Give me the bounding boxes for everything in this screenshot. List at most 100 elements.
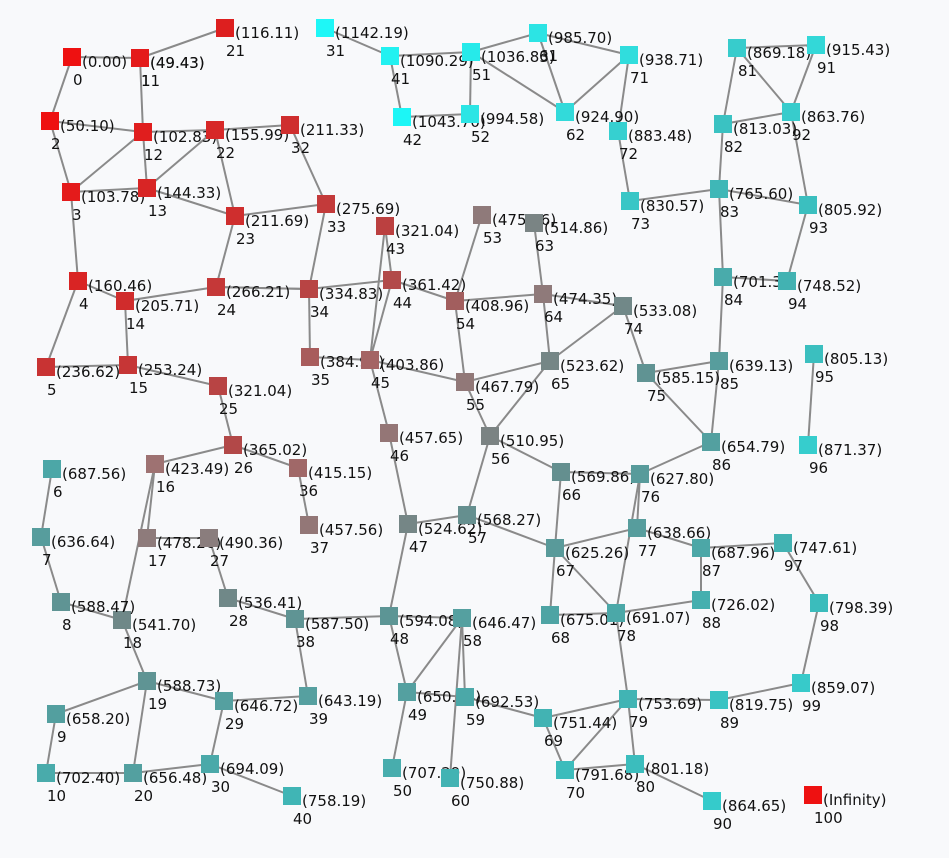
node-square[interactable] bbox=[631, 465, 649, 483]
node-square[interactable] bbox=[799, 196, 817, 214]
graph-node-66[interactable]: (569.86)66 bbox=[552, 463, 635, 504]
node-square[interactable] bbox=[146, 455, 164, 473]
node-square[interactable] bbox=[609, 122, 627, 140]
node-square[interactable] bbox=[316, 19, 334, 37]
node-square[interactable] bbox=[376, 217, 394, 235]
graph-node-15[interactable]: (253.24)15 bbox=[119, 356, 202, 397]
graph-node-56[interactable]: (510.95)56 bbox=[481, 427, 564, 468]
graph-node-67[interactable]: (625.26)67 bbox=[546, 539, 629, 580]
node-square[interactable] bbox=[626, 755, 644, 773]
node-square[interactable] bbox=[462, 43, 480, 61]
node-square[interactable] bbox=[41, 112, 59, 130]
graph-node-2[interactable]: (50.10)2 bbox=[41, 112, 115, 153]
graph-node-92[interactable]: (863.76)92 bbox=[782, 103, 865, 144]
graph-node-42[interactable]: (1043.70)42 bbox=[393, 108, 486, 149]
node-square[interactable] bbox=[219, 589, 237, 607]
node-square[interactable] bbox=[620, 46, 638, 64]
node-square[interactable] bbox=[124, 764, 142, 782]
graph-node-85[interactable]: (639.13)85 bbox=[710, 352, 793, 393]
node-square[interactable] bbox=[534, 709, 552, 727]
graph-node-26[interactable]: (365.02)26 bbox=[224, 436, 307, 477]
graph-node-31[interactable]: (1142.19)31 bbox=[316, 19, 409, 60]
node-square[interactable] bbox=[692, 591, 710, 609]
node-square[interactable] bbox=[619, 690, 637, 708]
node-square[interactable] bbox=[131, 49, 149, 67]
node-square[interactable] bbox=[47, 705, 65, 723]
node-square[interactable] bbox=[138, 672, 156, 690]
node-square[interactable] bbox=[458, 506, 476, 524]
node-square[interactable] bbox=[534, 285, 552, 303]
node-square[interactable] bbox=[525, 214, 543, 232]
node-square[interactable] bbox=[286, 610, 304, 628]
node-square[interactable] bbox=[453, 609, 471, 627]
node-square[interactable] bbox=[810, 594, 828, 612]
node-square[interactable] bbox=[52, 593, 70, 611]
node-square[interactable] bbox=[702, 433, 720, 451]
node-square[interactable] bbox=[481, 427, 499, 445]
graph-node-63[interactable]: (514.86)63 bbox=[525, 214, 608, 255]
graph-node-38[interactable]: (587.50)38 bbox=[286, 610, 369, 651]
graph-node-34[interactable]: (334.83)34 bbox=[300, 280, 383, 321]
graph-node-59[interactable]: (692.53)59 bbox=[456, 688, 539, 729]
graph-node-3[interactable]: (103.78)3 bbox=[62, 183, 145, 224]
node-square[interactable] bbox=[441, 769, 459, 787]
node-square[interactable] bbox=[281, 116, 299, 134]
graph-node-54[interactable]: (408.96)54 bbox=[446, 292, 529, 333]
node-square[interactable] bbox=[119, 356, 137, 374]
node-square[interactable] bbox=[209, 377, 227, 395]
node-square[interactable] bbox=[529, 24, 547, 42]
node-square[interactable] bbox=[299, 687, 317, 705]
node-square[interactable] bbox=[607, 604, 625, 622]
graph-node-9[interactable]: (658.20)9 bbox=[47, 705, 130, 746]
graph-node-28[interactable]: (536.41)28 bbox=[219, 589, 302, 630]
graph-node-77[interactable]: (638.66)77 bbox=[628, 519, 711, 560]
node-square[interactable] bbox=[383, 271, 401, 289]
node-square[interactable] bbox=[778, 272, 796, 290]
node-square[interactable] bbox=[32, 528, 50, 546]
node-square[interactable] bbox=[456, 373, 474, 391]
node-square[interactable] bbox=[361, 351, 379, 369]
graph-node-74[interactable]: (533.08)74 bbox=[614, 297, 697, 338]
node-square[interactable] bbox=[703, 792, 721, 810]
graph-node-11[interactable]: (49.43)11 bbox=[131, 49, 205, 90]
graph-node-72[interactable]: (883.48)72 bbox=[609, 122, 692, 163]
graph-node-75[interactable]: (585.15)75 bbox=[637, 364, 720, 405]
graph-node-5[interactable]: (236.62)5 bbox=[37, 358, 120, 399]
node-square[interactable] bbox=[473, 206, 491, 224]
node-square[interactable] bbox=[728, 39, 746, 57]
graph-node-91[interactable]: (915.43)91 bbox=[807, 36, 890, 77]
node-square[interactable] bbox=[692, 539, 710, 557]
graph-node-45[interactable]: (403.86)45 bbox=[361, 351, 444, 392]
node-square[interactable] bbox=[37, 764, 55, 782]
node-square[interactable] bbox=[804, 786, 822, 804]
node-square[interactable] bbox=[799, 436, 817, 454]
node-square[interactable] bbox=[805, 345, 823, 363]
graph-node-62[interactable]: (924.90)62 bbox=[556, 103, 639, 144]
graph-node-80[interactable]: (801.18)80 bbox=[626, 755, 709, 796]
graph-node-18[interactable]: (541.70)18 bbox=[113, 611, 196, 652]
node-square[interactable] bbox=[774, 534, 792, 552]
graph-node-93[interactable]: (805.92)93 bbox=[799, 196, 882, 237]
node-square[interactable] bbox=[614, 297, 632, 315]
graph-node-79[interactable]: (753.69)79 bbox=[619, 690, 702, 731]
graph-node-40[interactable]: (758.19)40 bbox=[283, 787, 366, 828]
graph-node-13[interactable]: (144.33)13 bbox=[138, 179, 221, 220]
graph-node-24[interactable]: (266.21)24 bbox=[207, 278, 290, 319]
node-square[interactable] bbox=[637, 364, 655, 382]
graph-node-21[interactable]: (116.11)21 bbox=[216, 19, 299, 60]
graph-node-47[interactable]: (524.62)47 bbox=[399, 515, 482, 556]
graph-node-78[interactable]: (691.07)78 bbox=[607, 604, 690, 645]
node-square[interactable] bbox=[380, 607, 398, 625]
graph-node-83[interactable]: (765.60)83 bbox=[710, 180, 793, 221]
graph-node-16[interactable]: (423.49)16 bbox=[146, 455, 229, 496]
node-square[interactable] bbox=[556, 761, 574, 779]
graph-node-61[interactable]: (985.70)61 bbox=[529, 24, 612, 65]
node-square[interactable] bbox=[383, 759, 401, 777]
graph-node-86[interactable]: (654.79)86 bbox=[702, 433, 785, 474]
node-square[interactable] bbox=[138, 179, 156, 197]
node-square[interactable] bbox=[201, 755, 219, 773]
graph-node-19[interactable]: (588.73)19 bbox=[138, 672, 221, 713]
graph-node-82[interactable]: (813.03)82 bbox=[714, 115, 797, 156]
graph-node-98[interactable]: (798.39)98 bbox=[810, 594, 893, 635]
node-square[interactable] bbox=[456, 688, 474, 706]
